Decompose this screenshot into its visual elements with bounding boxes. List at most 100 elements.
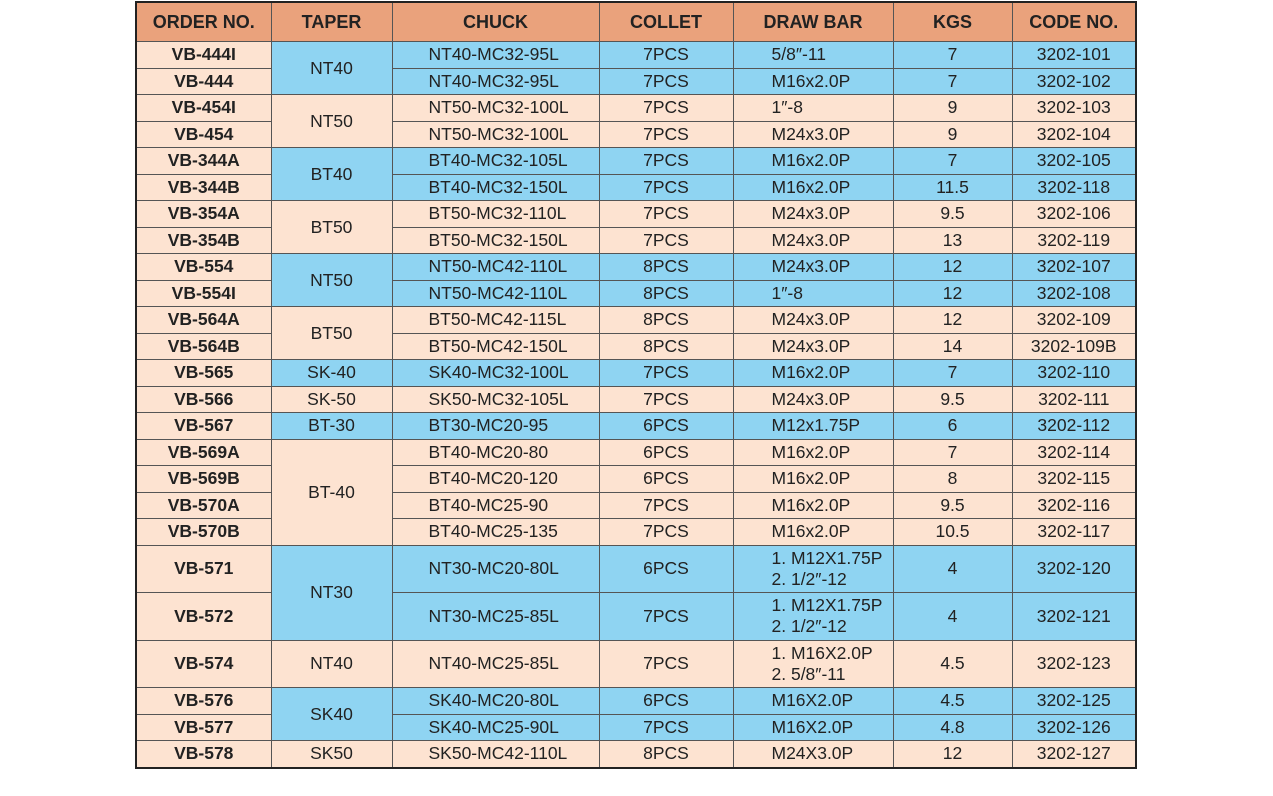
chuck: BT50-MC32-150L: [391, 226, 600, 254]
code-no: 3202-125: [1011, 687, 1137, 715]
order-no: VB-444: [135, 67, 272, 95]
collet: 7PCS: [598, 713, 734, 741]
kgs: 8: [892, 465, 1013, 493]
draw-bar: 1. M12X1.75P 2. 1/2″-12: [732, 592, 894, 641]
taper: NT40: [270, 639, 393, 688]
code-no: 3202-117: [1011, 518, 1137, 546]
kgs: 9.5: [892, 200, 1013, 228]
table-row: VB-454I NT50 NT50-MC32-100L 7PCS 1″-8 9 3202-1…: [135, 94, 1137, 148]
order-no: VB-567: [135, 412, 272, 440]
draw-bar: M24x3.0P: [732, 385, 894, 413]
chuck: BT40-MC25-135: [391, 518, 600, 546]
code-no: 3202-115: [1011, 465, 1137, 493]
kgs: 4: [892, 544, 1013, 593]
collet: 6PCS: [598, 465, 734, 493]
chuck: NT40-MC32-95L: [391, 41, 600, 69]
table-row: VB-444I NT40 NT40-MC32-95L 7PCS 5/8″-11 7 3202…: [135, 41, 1137, 95]
collet: 7PCS: [598, 639, 734, 688]
order-no: VB-564B: [135, 332, 272, 360]
draw-bar: M16X2.0P: [732, 687, 894, 715]
taper: BT-40: [270, 438, 393, 546]
taper: BT50: [270, 306, 393, 360]
table-row: VB-564A BT50 BT50-MC42-115L 8PCS M24x3.0P 12 3…: [135, 306, 1137, 360]
table-row: VB-570B BT40-MC25-135 7PCS M16x2.0P 10.5 3202…: [135, 518, 1137, 546]
collet: 7PCS: [598, 67, 734, 95]
code-no: 3202-121: [1011, 592, 1137, 641]
collet: 6PCS: [598, 412, 734, 440]
chuck: BT40-MC20-80: [391, 438, 600, 466]
code-no: 3202-114: [1011, 438, 1137, 466]
code-no: 3202-102: [1011, 67, 1137, 95]
table-row: VB-444 NT40-MC32-95L 7PCS M16x2.0P 7 3202-102: [135, 67, 1137, 95]
kgs: 9: [892, 120, 1013, 148]
chuck: NT50-MC42-110L: [391, 279, 600, 307]
code-no: 3202-108: [1011, 279, 1137, 307]
chuck: SK40-MC25-90L: [391, 713, 600, 741]
chuck: NT50-MC42-110L: [391, 253, 600, 281]
chuck: SK50-MC42-110L: [391, 740, 600, 768]
chuck: NT30-MC25-85L: [391, 592, 600, 641]
kgs: 6: [892, 412, 1013, 440]
collet: 7PCS: [598, 200, 734, 228]
kgs: 10.5: [892, 518, 1013, 546]
table-wrap: ORDER NO. TAPER CHUCK COLLET DRAW BAR KGS CODE…: [135, 1, 1137, 769]
collet: 8PCS: [598, 332, 734, 360]
order-no: VB-576: [135, 687, 272, 715]
column-header: TAPER: [270, 1, 393, 42]
taper: SK50: [270, 740, 393, 768]
chuck: BT50-MC42-115L: [391, 306, 600, 334]
table-row: VB-569B BT40-MC20-120 6PCS M16x2.0P 8 3202-11…: [135, 465, 1137, 493]
column-header: ORDER NO.: [135, 1, 272, 42]
table-body: VB-444I NT40 NT40-MC32-95L 7PCS 5/8″-11 7 3202…: [135, 41, 1137, 768]
order-no: VB-578: [135, 740, 272, 768]
collet: 8PCS: [598, 253, 734, 281]
chuck: SK40-MC32-100L: [391, 359, 600, 387]
code-no: 3202-110: [1011, 359, 1137, 387]
draw-bar-line: 2. 1/2″-12: [771, 616, 847, 637]
table-row: VB-565 SK-40 SK40-MC32-100L 7PCS M16x2.0P 7 32…: [135, 359, 1137, 387]
chuck: BT40-MC32-105L: [391, 147, 600, 175]
order-no: VB-574: [135, 639, 272, 688]
table-row: VB-354A BT50 BT50-MC32-110L 7PCS M24x3.0P 9.5…: [135, 200, 1137, 254]
kgs: 4.5: [892, 639, 1013, 688]
kgs: 4.5: [892, 687, 1013, 715]
draw-bar: M24x3.0P: [732, 253, 894, 281]
collet: 7PCS: [598, 173, 734, 201]
chuck: SK40-MC20-80L: [391, 687, 600, 715]
collet: 6PCS: [598, 544, 734, 593]
code-no: 3202-103: [1011, 94, 1137, 122]
collet: 7PCS: [598, 41, 734, 69]
code-no: 3202-123: [1011, 639, 1137, 688]
code-no: 3202-111: [1011, 385, 1137, 413]
column-header: KGS: [892, 1, 1013, 42]
code-no: 3202-109: [1011, 306, 1137, 334]
chuck: NT40-MC32-95L: [391, 67, 600, 95]
collet: 6PCS: [598, 687, 734, 715]
chuck: NT40-MC25-85L: [391, 639, 600, 688]
order-no: VB-444I: [135, 41, 272, 69]
kgs: 7: [892, 41, 1013, 69]
table-row: VB-554 NT50 NT50-MC42-110L 8PCS M24x3.0P 12 32…: [135, 253, 1137, 307]
taper: BT50: [270, 200, 393, 254]
collet: 7PCS: [598, 120, 734, 148]
chuck: BT40-MC32-150L: [391, 173, 600, 201]
code-no: 3202-118: [1011, 173, 1137, 201]
code-no: 3202-119: [1011, 226, 1137, 254]
taper: NT30: [270, 544, 393, 641]
code-no: 3202-116: [1011, 491, 1137, 519]
kgs: 7: [892, 67, 1013, 95]
order-no: VB-570B: [135, 518, 272, 546]
column-header: DRAW BAR: [732, 1, 894, 42]
draw-bar: M16x2.0P: [732, 491, 894, 519]
order-no: VB-554: [135, 253, 272, 281]
collet: 7PCS: [598, 518, 734, 546]
column-header: COLLET: [598, 1, 734, 42]
draw-bar: M24x3.0P: [732, 120, 894, 148]
collet: 8PCS: [598, 740, 734, 768]
taper: SK40: [270, 687, 393, 741]
chuck: BT50-MC42-150L: [391, 332, 600, 360]
collet: 7PCS: [598, 592, 734, 641]
table-row: VB-572 NT30-MC25-85L 7PCS 1. M12X1.75P 2. 1/…: [135, 592, 1137, 641]
taper: NT50: [270, 94, 393, 148]
draw-bar: M16x2.0P: [732, 465, 894, 493]
